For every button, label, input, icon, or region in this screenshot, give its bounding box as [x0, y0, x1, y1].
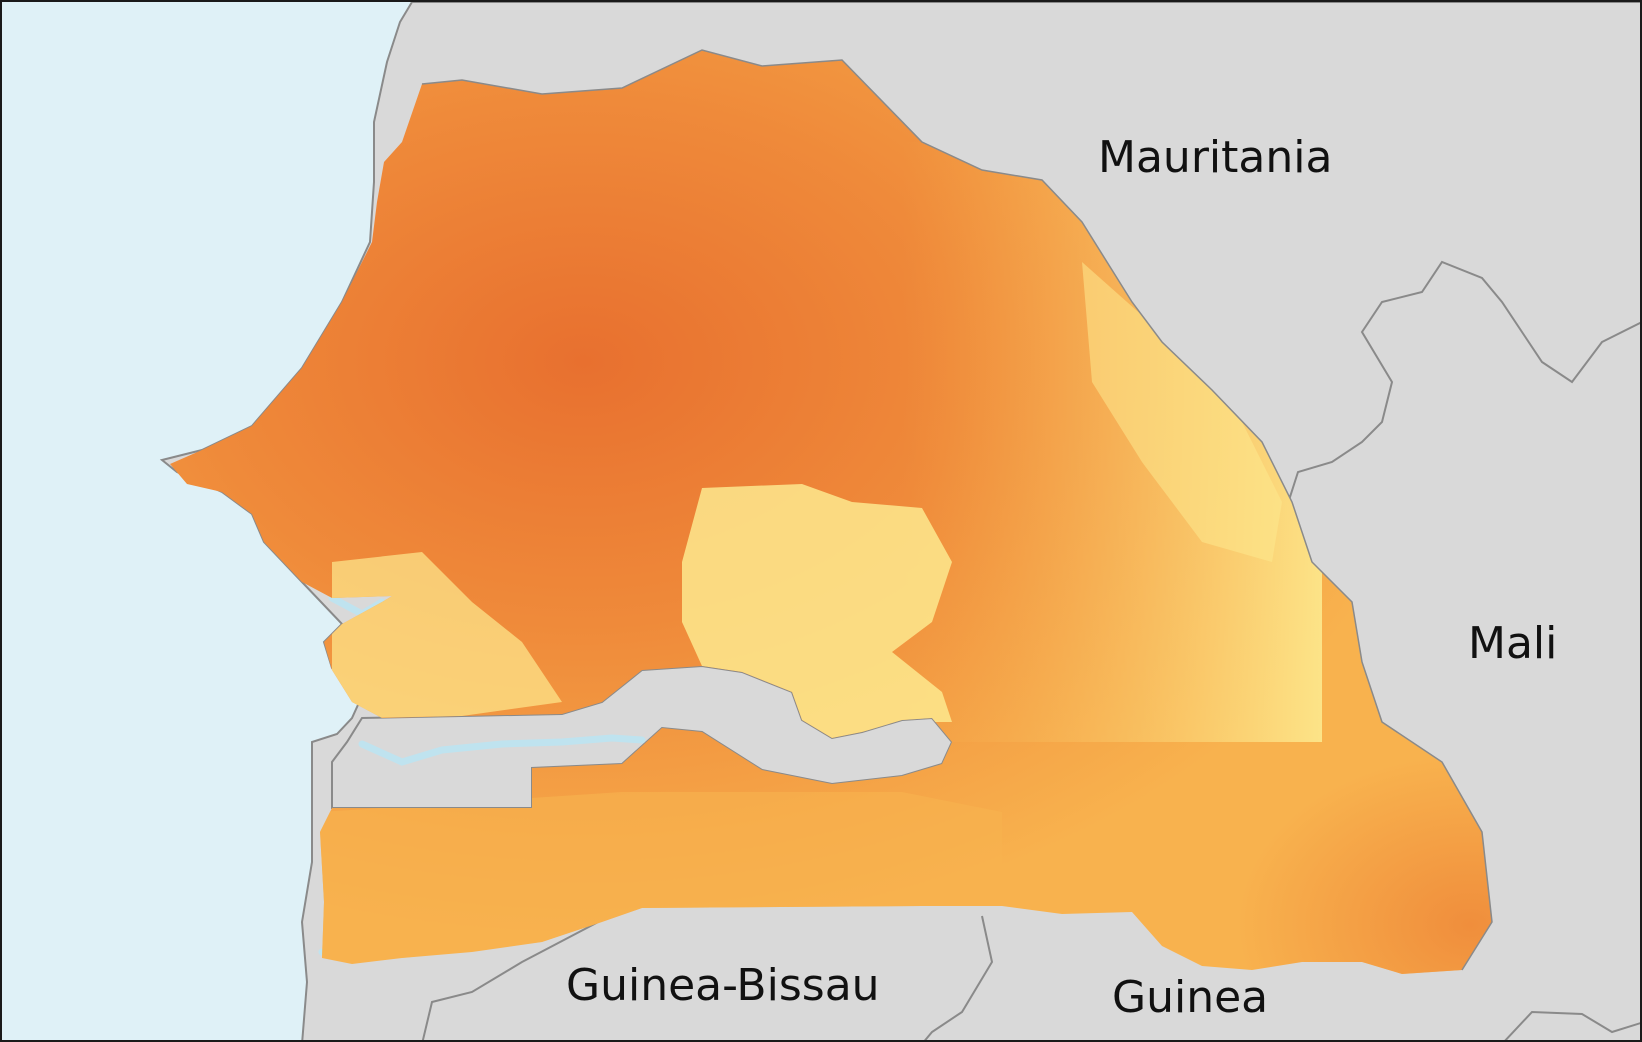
- senegal-outline: [421, 49, 1493, 971]
- neighbor-borders: [421, 260, 1640, 1040]
- label-guinea-bissau: Guinea-Bissau: [566, 960, 880, 1011]
- heat-light-patch-southwest: [332, 552, 562, 718]
- label-mauritania: Mauritania: [1098, 132, 1332, 183]
- senegal-heat-layer: [170, 50, 1492, 974]
- heat-light-streak-east: [1082, 262, 1282, 562]
- heat-mid-patch-south: [320, 792, 1002, 958]
- heat-light-patch-central: [682, 484, 952, 738]
- label-guinea: Guinea: [1112, 972, 1268, 1023]
- label-mali: Mali: [1468, 618, 1557, 669]
